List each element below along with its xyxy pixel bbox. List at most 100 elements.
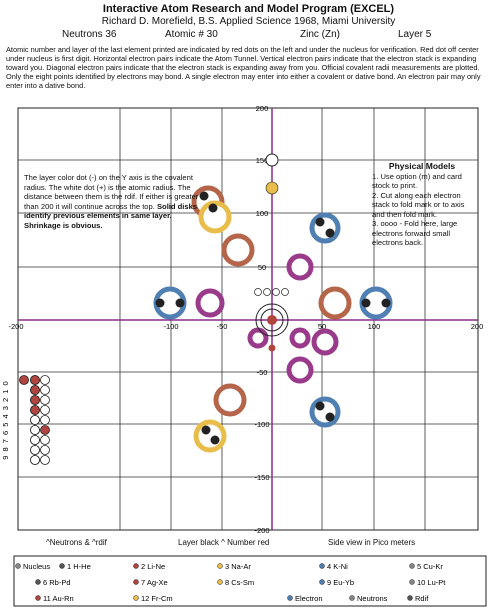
index-dot xyxy=(30,415,40,425)
index-dot xyxy=(40,385,50,395)
shell-ring xyxy=(193,419,227,453)
y-tick-label: -200 xyxy=(254,526,269,535)
shell-ring xyxy=(309,396,341,428)
electron xyxy=(315,401,325,411)
electron xyxy=(325,228,335,238)
index-dot xyxy=(40,405,50,415)
x-tick-label: 100 xyxy=(368,322,381,331)
y-tick-label: 50 xyxy=(258,263,266,272)
note-text: The layer color dot (-) on the Y axis is… xyxy=(24,173,199,211)
electron xyxy=(381,298,391,308)
electron-small xyxy=(263,288,271,296)
caption: Side view in Pico meters xyxy=(328,538,416,547)
electron xyxy=(199,191,209,201)
legend-swatch xyxy=(319,579,325,585)
electron xyxy=(315,217,325,227)
legend-label: 11 Au-Rn xyxy=(43,594,74,603)
y-tick-label: 200 xyxy=(256,104,269,113)
atomic: Atomic # 30 xyxy=(165,29,218,40)
legend-swatch xyxy=(133,595,139,601)
electron xyxy=(201,425,211,435)
legend-label: 5 Cu-Kr xyxy=(417,562,443,571)
legend-label: Rdif xyxy=(415,594,429,603)
electron xyxy=(361,298,371,308)
legend-label: 9 Eu-Yb xyxy=(327,578,354,587)
legend-label: 2 Li-Ne xyxy=(141,562,165,571)
legend-label: Electron xyxy=(295,594,323,603)
shell-ring xyxy=(221,233,255,267)
legend-swatch xyxy=(133,579,139,585)
index-dot xyxy=(40,455,50,465)
y-tick-label: -100 xyxy=(254,420,269,429)
note-left: The layer color dot (-) on the Y axis is… xyxy=(24,173,202,230)
y-tick-label: 150 xyxy=(256,156,269,165)
index-dot xyxy=(40,415,50,425)
legend-label: 3 Na-Ar xyxy=(225,562,251,571)
shell-ring xyxy=(247,327,269,349)
shell-ring xyxy=(213,383,247,417)
legend-label: 7 Ag-Xe xyxy=(141,578,168,587)
index-dot xyxy=(30,455,40,465)
legend-label: 12 Fr-Cm xyxy=(141,594,173,603)
note-item: 1. Use option (m) and card stock to prin… xyxy=(372,171,462,191)
legend-label: Nucleus xyxy=(23,562,50,571)
legend-swatch xyxy=(409,579,415,585)
index-dot xyxy=(30,425,40,435)
x-tick-label: -50 xyxy=(217,322,228,331)
shell-ring xyxy=(286,253,314,281)
note-bold: Solid disks identify previous elements i… xyxy=(24,201,198,230)
title: Interactive Atom Research and Model Prog… xyxy=(102,3,395,15)
legend-swatch xyxy=(35,595,41,601)
y-tick-label: -150 xyxy=(254,473,269,482)
electron xyxy=(155,298,165,308)
index-dot xyxy=(40,435,50,445)
shell-ring xyxy=(286,356,314,384)
x-tick-label: -100 xyxy=(163,322,178,331)
index-dot xyxy=(30,385,40,395)
index-dot xyxy=(40,425,50,435)
shell-ring xyxy=(318,286,352,320)
legend-label: 8 Cs-Sm xyxy=(225,578,254,587)
legend-frame xyxy=(13,555,487,607)
note-item: 2. Cut along each electron stack to fold… xyxy=(372,190,465,219)
neutrons: Neutrons 36 xyxy=(62,29,117,40)
legend-label: Neutrons xyxy=(357,594,388,603)
index-labels: 9 8 7 6 5 4 3 2 1 0 xyxy=(1,380,10,459)
intro: Atomic number and layer of the last elem… xyxy=(6,45,481,90)
index-dot xyxy=(30,375,40,385)
shell-ring xyxy=(289,327,311,349)
electron-small xyxy=(254,288,262,296)
legend-label: 10 Lu-Pt xyxy=(417,578,446,587)
electron-small xyxy=(272,288,280,296)
index-dot xyxy=(30,395,40,405)
x-tick-label: -200 xyxy=(8,322,23,331)
author: Richard D. Morefield, B.S. Applied Scien… xyxy=(101,16,396,27)
note-title: Physical Models xyxy=(388,161,456,171)
electron xyxy=(175,298,185,308)
plot-frame xyxy=(17,107,479,531)
index-dot xyxy=(19,375,29,385)
index-dot xyxy=(40,445,50,455)
shell-ring xyxy=(309,212,341,244)
electron xyxy=(208,203,218,213)
legend-swatch xyxy=(217,563,223,569)
note-item: 3. oooo - Fold here, large electrons for… xyxy=(372,219,458,247)
legend-swatch xyxy=(409,563,415,569)
electron xyxy=(210,435,220,445)
legend-label: 6 Rb-Pd xyxy=(43,578,71,587)
legend-swatch xyxy=(349,595,355,601)
element: Zinc (Zn) xyxy=(300,29,340,40)
legend-swatch xyxy=(217,579,223,585)
x-tick-label: 200 xyxy=(471,322,484,331)
atomic-radius xyxy=(265,153,279,167)
covalent-radius xyxy=(265,181,279,195)
y-tick-label: 100 xyxy=(256,209,269,218)
index-dot xyxy=(30,445,40,455)
caption: ^Neutrons & ^rdif xyxy=(46,538,107,547)
legend-swatch xyxy=(407,595,413,601)
layer: Layer 5 xyxy=(398,29,432,40)
marker-dot xyxy=(268,344,276,352)
nucleus-ring xyxy=(260,308,284,332)
